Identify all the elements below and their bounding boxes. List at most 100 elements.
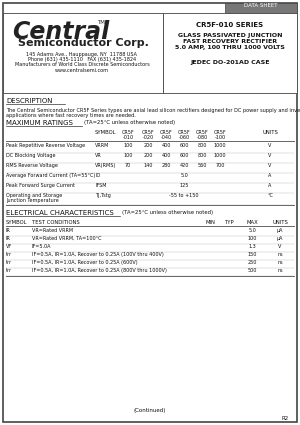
Text: Phone (631) 435-1110   FAX (631) 435-1824: Phone (631) 435-1110 FAX (631) 435-1824 bbox=[28, 57, 136, 62]
Text: -080: -080 bbox=[196, 135, 208, 140]
Text: 600: 600 bbox=[179, 153, 189, 158]
Text: CR5F: CR5F bbox=[142, 130, 154, 135]
Text: Central: Central bbox=[12, 20, 109, 44]
Text: IFSM: IFSM bbox=[95, 183, 106, 188]
Text: 1000: 1000 bbox=[214, 153, 226, 158]
Text: VR=Rated VRRM, TA=100°C: VR=Rated VRRM, TA=100°C bbox=[32, 236, 101, 241]
Text: 100: 100 bbox=[247, 236, 257, 241]
Text: 400: 400 bbox=[161, 143, 171, 148]
Text: ns: ns bbox=[277, 260, 283, 265]
Text: VF: VF bbox=[6, 244, 12, 249]
Text: GLASS PASSIVATED JUNCTION: GLASS PASSIVATED JUNCTION bbox=[178, 33, 282, 38]
Text: 140: 140 bbox=[143, 163, 153, 168]
Text: -060: -060 bbox=[178, 135, 190, 140]
Text: -020: -020 bbox=[142, 135, 154, 140]
Text: °C: °C bbox=[267, 193, 273, 198]
Text: (TA=25°C unless otherwise noted): (TA=25°C unless otherwise noted) bbox=[122, 210, 213, 215]
Text: 800: 800 bbox=[197, 143, 207, 148]
Text: -040: -040 bbox=[160, 135, 172, 140]
Text: Semiconductor Corp.: Semiconductor Corp. bbox=[18, 38, 149, 48]
Text: ns: ns bbox=[277, 268, 283, 273]
Text: The Central Semiconductor CR5F Series types are axial lead silicon rectifiers de: The Central Semiconductor CR5F Series ty… bbox=[6, 108, 300, 113]
Text: 125: 125 bbox=[179, 183, 189, 188]
Text: V: V bbox=[268, 153, 272, 158]
Text: -55 to +150: -55 to +150 bbox=[169, 193, 199, 198]
Text: 560: 560 bbox=[197, 163, 207, 168]
Text: www.centralsemi.com: www.centralsemi.com bbox=[55, 68, 109, 73]
Text: μA: μA bbox=[277, 236, 283, 241]
Text: 500: 500 bbox=[247, 268, 257, 273]
Text: V: V bbox=[278, 244, 282, 249]
Text: A: A bbox=[268, 173, 272, 178]
Text: 600: 600 bbox=[179, 143, 189, 148]
Bar bbox=[225, 3, 297, 13]
Text: 200: 200 bbox=[143, 153, 153, 158]
Text: CR5F: CR5F bbox=[196, 130, 208, 135]
Text: V: V bbox=[268, 143, 272, 148]
Text: ELECTRICAL CHARACTERISTICS: ELECTRICAL CHARACTERISTICS bbox=[6, 210, 114, 216]
Text: MAX: MAX bbox=[246, 220, 258, 225]
Text: Junction Temperature: Junction Temperature bbox=[6, 198, 59, 203]
Text: JEDEC DO-201AD CASE: JEDEC DO-201AD CASE bbox=[190, 60, 270, 65]
Text: CR5F: CR5F bbox=[122, 130, 134, 135]
Text: IF=5.0A: IF=5.0A bbox=[32, 244, 52, 249]
Bar bbox=[163, 13, 297, 93]
Text: 200: 200 bbox=[143, 143, 153, 148]
Text: 5.0: 5.0 bbox=[248, 228, 256, 233]
Text: IO: IO bbox=[95, 173, 100, 178]
Text: VR: VR bbox=[95, 153, 102, 158]
Text: μA: μA bbox=[277, 228, 283, 233]
Text: DESCRIPTION: DESCRIPTION bbox=[6, 98, 52, 104]
Text: FAST RECOVERY RECTIFIER: FAST RECOVERY RECTIFIER bbox=[183, 39, 277, 44]
Text: IR: IR bbox=[6, 228, 11, 233]
Text: CR5F: CR5F bbox=[160, 130, 172, 135]
Text: IF=0.5A, IR=1.0A, Recover to 0.25A (600V): IF=0.5A, IR=1.0A, Recover to 0.25A (600V… bbox=[32, 260, 138, 265]
Text: 700: 700 bbox=[215, 163, 225, 168]
Text: Manufacturers of World Class Discrete Semiconductors: Manufacturers of World Class Discrete Se… bbox=[15, 62, 149, 67]
Text: 100: 100 bbox=[123, 143, 133, 148]
Text: CR5F: CR5F bbox=[178, 130, 190, 135]
Text: CR5F: CR5F bbox=[214, 130, 226, 135]
Text: IF=0.5A, IR=1.0A, Recover to 0.25A (800V thru 1000V): IF=0.5A, IR=1.0A, Recover to 0.25A (800V… bbox=[32, 268, 167, 273]
Text: CR5F-010 SERIES: CR5F-010 SERIES bbox=[196, 22, 264, 28]
Text: R2: R2 bbox=[282, 416, 289, 421]
Text: SYMBOL: SYMBOL bbox=[95, 130, 116, 135]
Text: ns: ns bbox=[277, 252, 283, 257]
Text: (TA=25°C unless otherwise noted): (TA=25°C unless otherwise noted) bbox=[84, 120, 175, 125]
Text: 250: 250 bbox=[247, 260, 257, 265]
Text: VR=Rated VRRM: VR=Rated VRRM bbox=[32, 228, 73, 233]
Text: trr: trr bbox=[6, 252, 12, 257]
Text: 420: 420 bbox=[179, 163, 189, 168]
Text: 5.0: 5.0 bbox=[180, 173, 188, 178]
Text: TEST CONDITIONS: TEST CONDITIONS bbox=[32, 220, 80, 225]
Text: (Continued): (Continued) bbox=[134, 408, 166, 413]
Text: 100: 100 bbox=[123, 153, 133, 158]
Text: TYP: TYP bbox=[225, 220, 235, 225]
Text: trr: trr bbox=[6, 268, 12, 273]
Text: Operating and Storage: Operating and Storage bbox=[6, 193, 62, 198]
Text: 800: 800 bbox=[197, 153, 207, 158]
Text: 1000: 1000 bbox=[214, 143, 226, 148]
Text: UNITS: UNITS bbox=[272, 220, 288, 225]
Text: 1.3: 1.3 bbox=[248, 244, 256, 249]
Text: MAXIMUM RATINGS: MAXIMUM RATINGS bbox=[6, 120, 73, 126]
Text: Peak Repetitive Reverse Voltage: Peak Repetitive Reverse Voltage bbox=[6, 143, 85, 148]
Text: TJ,Tstg: TJ,Tstg bbox=[95, 193, 111, 198]
Text: 5.0 AMP, 100 THRU 1000 VOLTS: 5.0 AMP, 100 THRU 1000 VOLTS bbox=[175, 45, 285, 50]
Text: DATA SHEET: DATA SHEET bbox=[244, 3, 278, 8]
Text: 280: 280 bbox=[161, 163, 171, 168]
Text: applications where fast recovery times are needed.: applications where fast recovery times a… bbox=[6, 113, 136, 118]
Text: Average Forward Current (TA=55°C): Average Forward Current (TA=55°C) bbox=[6, 173, 95, 178]
Text: IF=0.5A, IR=1.0A, Recover to 0.25A (100V thru 400V): IF=0.5A, IR=1.0A, Recover to 0.25A (100V… bbox=[32, 252, 164, 257]
Text: A: A bbox=[268, 183, 272, 188]
Text: -010: -010 bbox=[122, 135, 134, 140]
Text: Peak Forward Surge Current: Peak Forward Surge Current bbox=[6, 183, 75, 188]
Text: trr: trr bbox=[6, 260, 12, 265]
Text: UNITS: UNITS bbox=[262, 130, 278, 135]
Text: 400: 400 bbox=[161, 153, 171, 158]
Text: IR: IR bbox=[6, 236, 11, 241]
Bar bbox=[3, 13, 163, 93]
Text: MIN: MIN bbox=[205, 220, 215, 225]
Text: DC Blocking Voltage: DC Blocking Voltage bbox=[6, 153, 56, 158]
Text: VRRM: VRRM bbox=[95, 143, 109, 148]
